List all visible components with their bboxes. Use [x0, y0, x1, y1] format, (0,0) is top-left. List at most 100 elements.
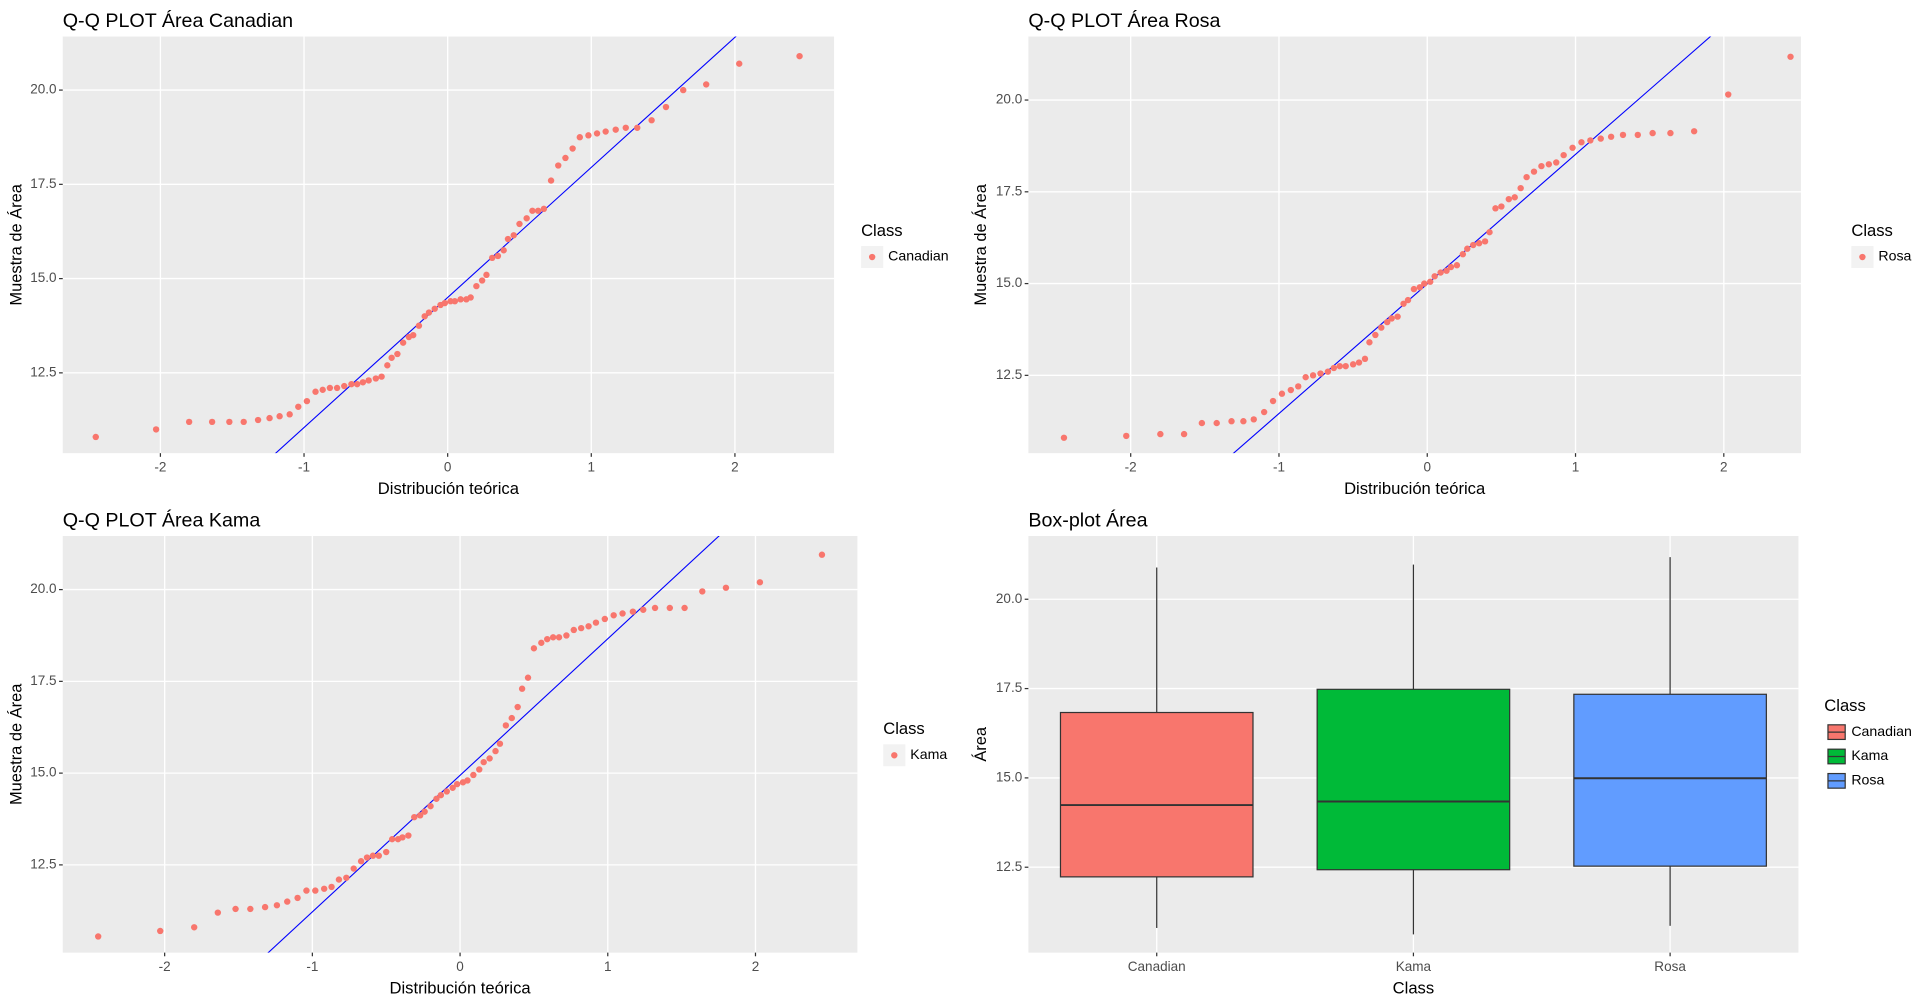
- data-point: [1538, 162, 1545, 170]
- data-point: [1295, 383, 1302, 390]
- data-point: [1378, 324, 1385, 331]
- data-point: [1431, 273, 1438, 280]
- data-point: [372, 375, 380, 382]
- data-point: [470, 771, 477, 779]
- data-point: [1453, 262, 1461, 269]
- data-point: [1464, 245, 1471, 252]
- data-point: [415, 322, 423, 329]
- data-point: [388, 354, 395, 361]
- data-point: [378, 373, 385, 380]
- legend-label: Kama: [910, 746, 947, 762]
- data-point: [1198, 419, 1206, 427]
- data-point: [208, 418, 216, 426]
- data-point: [94, 933, 102, 940]
- box: [1573, 693, 1767, 867]
- data-point: [1400, 300, 1407, 307]
- data-point: [1388, 315, 1395, 322]
- data-point: [467, 294, 474, 301]
- data-point: [570, 626, 578, 634]
- data-point: [1394, 313, 1401, 320]
- data-point: [602, 128, 609, 135]
- data-point: [585, 623, 592, 630]
- data-point: [478, 277, 486, 284]
- data-point: [326, 384, 334, 392]
- data-point: [261, 903, 269, 911]
- data-point: [433, 795, 440, 802]
- y-tick-label: 20.0: [30, 82, 56, 97]
- data-point: [538, 639, 545, 646]
- data-point: [1443, 267, 1450, 274]
- data-point: [530, 645, 538, 652]
- data-point: [648, 117, 655, 124]
- x-axis-label: Class: [1393, 979, 1435, 998]
- x-tick-label: Rosa: [1654, 959, 1686, 974]
- data-point: [640, 606, 647, 613]
- legend-title: Class: [1851, 221, 1893, 240]
- data-point: [662, 103, 670, 111]
- data-point: [441, 299, 448, 307]
- data-point: [1523, 173, 1530, 181]
- data-point: [540, 205, 548, 213]
- data-point: [1366, 339, 1373, 346]
- data-point: [544, 635, 551, 643]
- x-tick-label: 2: [752, 959, 760, 974]
- data-point: [1421, 280, 1428, 287]
- data-point: [240, 418, 247, 426]
- data-point: [1607, 133, 1615, 140]
- data-point: [634, 124, 641, 131]
- x-tick-label: -2: [1125, 459, 1137, 474]
- data-point: [1324, 368, 1332, 375]
- data-point: [411, 814, 418, 821]
- data-point: [516, 220, 523, 228]
- data-point: [294, 894, 301, 902]
- y-tick-label: 17.5: [30, 176, 56, 191]
- data-point: [1667, 129, 1674, 137]
- data-point: [416, 812, 424, 819]
- data-point: [328, 883, 335, 891]
- data-point: [1372, 331, 1379, 339]
- chart-panel: Box-plot Área Área Class 12.5 15.0 17.5 20.0 Cl…: [971, 509, 1912, 998]
- data-point: [592, 619, 600, 626]
- data-point: [464, 777, 471, 784]
- reference-line: [267, 536, 720, 953]
- data-point: [335, 876, 343, 883]
- x-tick-label: -1: [298, 459, 310, 474]
- data-point: [563, 632, 570, 639]
- legend-label: Rosa: [1851, 772, 1884, 788]
- data-point: [421, 313, 428, 320]
- data-point: [666, 604, 674, 612]
- data-point: [1437, 269, 1444, 276]
- y-tick-label: 15.0: [996, 769, 1022, 784]
- y-tick-label: 12.5: [30, 364, 56, 379]
- data-point: [1287, 386, 1295, 394]
- data-point: [319, 386, 326, 393]
- data-point: [1511, 194, 1518, 201]
- chart-panel: Q-Q PLOT Área Rosa Muestra de Área Distrib…: [971, 9, 1912, 498]
- data-point: [1157, 430, 1164, 438]
- data-point: [622, 124, 629, 131]
- chart-title: Q-Q PLOT Área Kama: [63, 509, 261, 532]
- data-point: [1498, 203, 1505, 210]
- x-tick-label: -1: [306, 959, 318, 974]
- x-tick-label: 1: [1572, 459, 1580, 474]
- x-axis-label: Distribución teórica: [1344, 479, 1486, 498]
- data-point: [1302, 374, 1309, 381]
- x-axis-label: Distribución teórica: [389, 979, 531, 998]
- data-point: [1278, 390, 1286, 397]
- data-point: [1569, 144, 1576, 151]
- data-point: [680, 86, 687, 94]
- data-point: [601, 615, 609, 623]
- y-axis-label: Muestra de Área: [7, 183, 26, 305]
- data-point: [1587, 137, 1594, 144]
- data-point: [1597, 135, 1604, 142]
- data-point: [286, 411, 293, 418]
- legend-title: Class: [883, 719, 925, 738]
- data-point: [514, 703, 521, 711]
- data-point: [254, 416, 262, 424]
- y-tick-label: 17.5: [996, 680, 1022, 695]
- data-point: [500, 247, 507, 254]
- data-point: [510, 232, 517, 239]
- data-point: [399, 339, 407, 346]
- data-point: [363, 854, 371, 861]
